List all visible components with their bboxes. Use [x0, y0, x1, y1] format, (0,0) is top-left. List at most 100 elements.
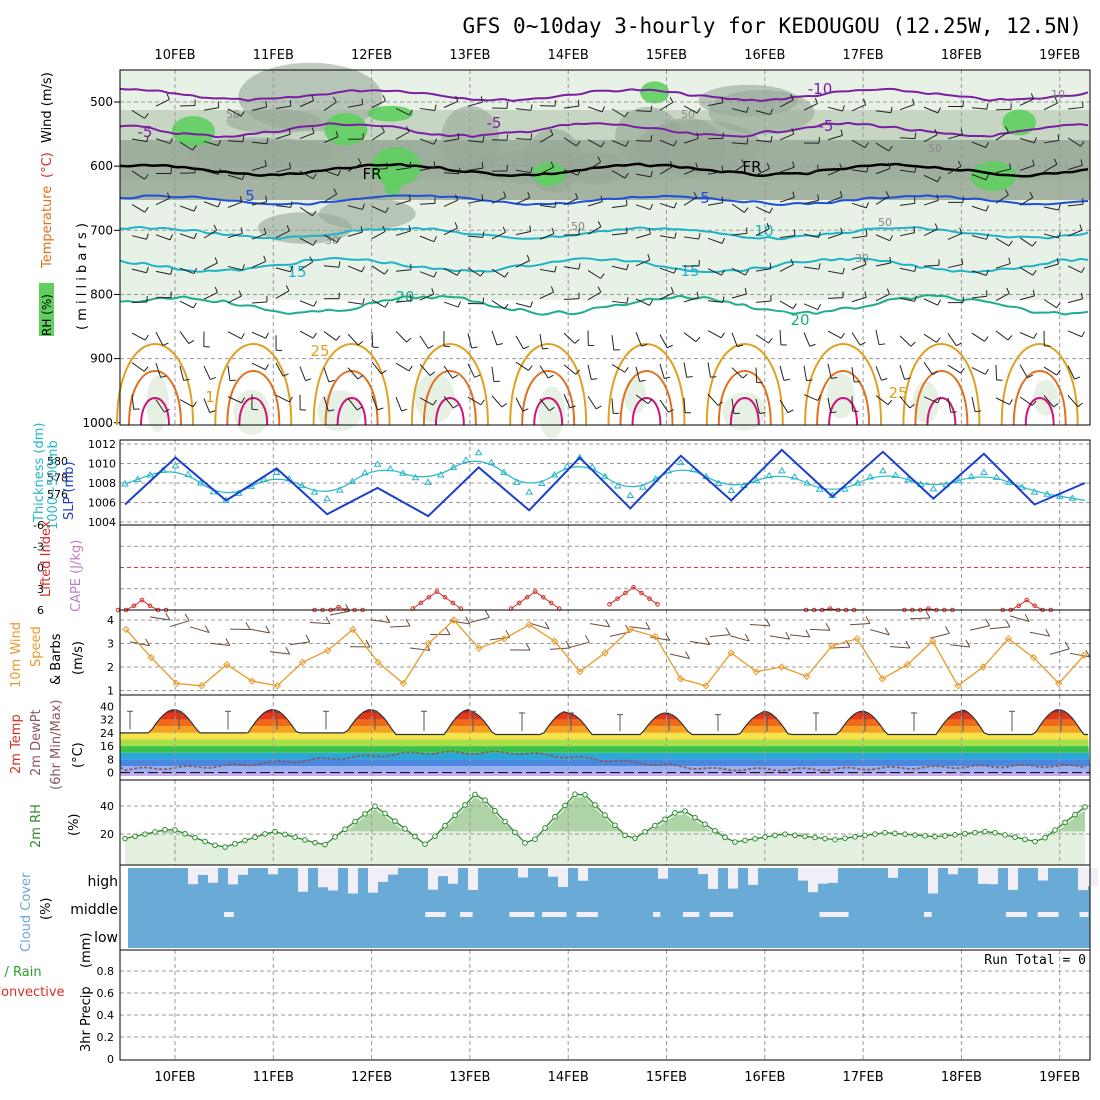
wind-barb	[299, 261, 313, 271]
wind-barb	[467, 101, 483, 107]
contour-label: 50	[571, 220, 585, 233]
temp2m-unit: (°C)	[71, 742, 86, 768]
thickness-marker	[765, 471, 774, 479]
date-label-bottom: 18FEB	[941, 1070, 982, 1085]
wind-tick-label: 1	[107, 685, 114, 698]
wind-barb	[899, 335, 912, 347]
surface-isotherm-arch	[422, 370, 477, 426]
wind-barb	[395, 199, 411, 206]
wind-barb	[611, 335, 615, 351]
wind-speed-marker	[172, 679, 181, 688]
wind-barb-flag	[356, 406, 363, 411]
rh2m-marker	[482, 797, 488, 803]
wind-barb	[899, 169, 915, 173]
wind-barb	[659, 165, 674, 175]
wind-barb-flag	[408, 365, 413, 372]
wind10-barb-flag	[965, 639, 971, 648]
rh-patch	[441, 105, 500, 173]
wind-barb-flag	[288, 396, 293, 403]
wind-barb	[947, 134, 963, 140]
thickness-marker	[1017, 483, 1026, 490]
wind-barb-flag	[818, 263, 821, 270]
wind-barb	[515, 231, 531, 236]
thickness-marker	[929, 484, 938, 492]
date-label-bottom: 10FEB	[154, 1070, 195, 1085]
wind-barb-flag	[818, 231, 821, 238]
wind-barb-flag	[912, 98, 915, 105]
wind-barb	[203, 170, 219, 175]
thickness-marker	[310, 488, 319, 495]
wind-barb-flag	[433, 161, 436, 168]
surface-isotherm-arch	[336, 397, 367, 426]
wind-barb	[443, 172, 459, 175]
wind-barb	[779, 99, 794, 108]
rh2m-marker	[1052, 827, 1058, 833]
wind-barb	[155, 197, 170, 206]
wind-barb-flag	[144, 174, 149, 180]
contour-label: 30	[325, 234, 339, 247]
wind-barb	[875, 329, 880, 345]
thickness-marker	[386, 464, 395, 472]
wind-barb-flag	[482, 136, 485, 143]
wind-barb	[779, 399, 789, 413]
wind-barb	[635, 259, 650, 267]
wind-barb	[755, 300, 771, 303]
wind-barb-flag	[985, 269, 989, 276]
wind-barb	[971, 235, 987, 240]
isotherm-line	[119, 225, 1089, 241]
cloud-gap-high	[728, 868, 738, 889]
wind-barb	[1043, 163, 1058, 173]
surface-isotherm-arch	[631, 397, 662, 426]
wind-barb-flag	[554, 100, 557, 107]
thickness-marker	[992, 473, 1001, 480]
wind-barb	[851, 367, 855, 383]
wind10-barb-flag	[325, 616, 331, 624]
wind-barb	[1043, 263, 1059, 269]
rh2m-marker	[922, 833, 928, 839]
wind-barb-flag	[217, 139, 221, 146]
rh2m-marker	[192, 834, 198, 841]
wind-barb-flag	[361, 266, 365, 272]
rh2m-marker	[732, 839, 738, 845]
wind-barb	[803, 365, 807, 381]
wind-barb-flag	[720, 332, 725, 339]
wind-barb	[827, 233, 843, 239]
wind-barb	[587, 226, 602, 235]
wind-barb-flag	[1056, 302, 1061, 309]
wind10-label-c: & Barbs	[49, 633, 64, 685]
rh2m-marker	[142, 831, 148, 837]
wind-barb	[1067, 395, 1079, 408]
wind-barb-flag	[647, 398, 653, 405]
temp2m-label-b: 2m DewPt	[29, 709, 44, 776]
wind-speed-marker	[576, 667, 584, 676]
wind-barb-flag	[527, 191, 531, 198]
wind-barb-flag	[625, 140, 629, 147]
wind-barb-flag	[666, 344, 673, 349]
wind-barb-flag	[385, 207, 389, 213]
wind-barb	[563, 105, 579, 109]
wind-barb	[827, 397, 832, 413]
cloud-gap-mid	[425, 912, 446, 917]
wind-barb-flag	[427, 345, 434, 349]
wind-barb-flag	[787, 409, 794, 414]
rh2m-marker	[412, 833, 418, 840]
wind-barb-flag	[769, 262, 772, 269]
cloud-gap-high	[928, 868, 938, 894]
rh2m-marker	[862, 832, 868, 839]
precip-frame	[119, 949, 1091, 1061]
wind-barb	[707, 268, 722, 276]
wind10-barb-flag	[765, 618, 771, 627]
wind-barb	[155, 331, 164, 346]
thickness-marker	[500, 468, 508, 475]
wind-barb	[467, 396, 482, 406]
wind10-barb-flag	[484, 610, 490, 618]
rh-green-patch	[1002, 109, 1036, 136]
upper-air-panel: 500 600 700 800 900 1000 -10 -5 -5 -5 FR FR 5 5 10 15 1 5…	[82, 62, 1091, 439]
wind-barb-flag	[695, 336, 701, 342]
wind-barb-flag	[670, 287, 674, 293]
surface-isotherm-arch	[828, 397, 859, 426]
wind-barb-flag	[526, 254, 530, 261]
wind-barb-flag	[600, 141, 605, 148]
rh-low-patch	[623, 377, 647, 414]
thickness-marker	[424, 478, 433, 485]
